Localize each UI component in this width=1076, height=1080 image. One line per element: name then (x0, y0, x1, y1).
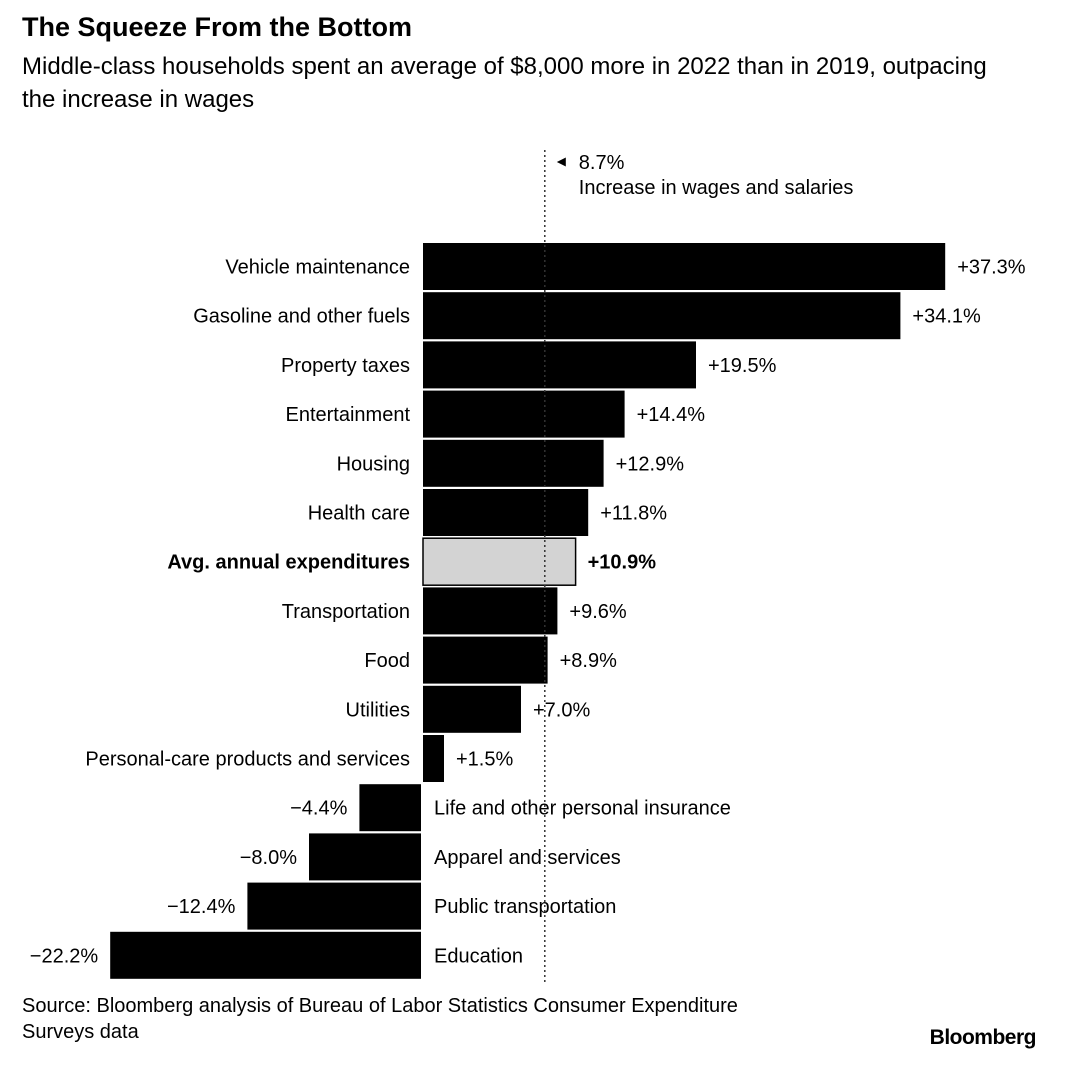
reference-description-label: Increase in wages and salaries (579, 177, 854, 199)
reference-arrow-icon (556, 157, 566, 167)
bar-personal-care-products-and-services (423, 735, 444, 782)
bar-utilities (423, 685, 521, 733)
bar-transportation (423, 587, 558, 635)
value-label-gasoline-and-other-fuels: +34.1% (912, 306, 981, 328)
value-label-public-transportation: −12.4% (167, 896, 236, 918)
value-label-avg-annual-expenditures: +10.9% (588, 552, 657, 574)
category-label-avg-annual-expenditures: Avg. annual expenditures (167, 552, 410, 574)
value-label-apparel-and-services: −8.0% (240, 847, 297, 869)
category-label-utilities: Utilities (346, 699, 410, 721)
category-label-transportation: Transportation (282, 601, 410, 623)
value-label-education: −22.2% (30, 945, 99, 967)
category-label-vehicle-maintenance: Vehicle maintenance (225, 257, 410, 279)
bar-vehicle-maintenance (423, 243, 946, 290)
bar-entertainment (423, 390, 625, 438)
value-label-property-taxes: +19.5% (708, 355, 777, 377)
value-label-vehicle-maintenance: +37.3% (957, 257, 1026, 279)
bar-apparel-and-services (309, 833, 421, 881)
reference-value-label: 8.7% (579, 152, 625, 174)
value-label-entertainment: +14.4% (637, 404, 706, 426)
value-label-health-care: +11.8% (600, 503, 667, 525)
category-label-food: Food (364, 650, 410, 672)
bar-public-transportation (247, 882, 421, 930)
chart-subtitle: Middle-class households spent an average… (22, 53, 987, 113)
category-label-property-taxes: Property taxes (281, 355, 410, 377)
value-label-utilities: +7.0% (533, 699, 590, 721)
category-label-gasoline-and-other-fuels: Gasoline and other fuels (193, 306, 410, 328)
bar-life-and-other-personal-insurance (359, 784, 421, 832)
value-label-life-and-other-personal-insurance: −4.4% (290, 798, 347, 820)
value-label-personal-care-products-and-services: +1.5% (456, 749, 513, 771)
chart-title: The Squeeze From the Bottom (22, 12, 413, 42)
category-label-health-care: Health care (308, 503, 410, 525)
bar-chart: Vehicle maintenance +37.3% Gasoline and ot… (30, 150, 1026, 985)
bar-avg-annual-expenditures (422, 537, 577, 586)
category-label-entertainment: Entertainment (285, 404, 410, 426)
value-label-food: +8.9% (560, 650, 617, 672)
value-label-transportation: +9.6% (569, 601, 626, 623)
bar-education (110, 931, 421, 979)
category-label-housing: Housing (337, 453, 410, 475)
value-label-housing: +12.9% (616, 453, 685, 475)
category-label-apparel-and-services: Apparel and services (434, 847, 621, 869)
category-label-personal-care-products-and-services: Personal-care products and services (85, 749, 410, 771)
category-label-education: Education (434, 945, 523, 967)
bar-health-care (423, 489, 589, 536)
bar-housing (423, 439, 604, 487)
bar-gasoline-and-other-fuels (423, 292, 901, 340)
bar-property-taxes (423, 341, 696, 389)
bar-food (423, 636, 548, 684)
source-note: Source: Bloomberg analysis of Bureau of … (22, 995, 738, 1043)
category-label-life-and-other-personal-insurance: Life and other personal insurance (434, 798, 731, 820)
bloomberg-logo: Bloomberg (929, 1026, 1037, 1049)
category-label-public-transportation: Public transportation (434, 896, 616, 918)
